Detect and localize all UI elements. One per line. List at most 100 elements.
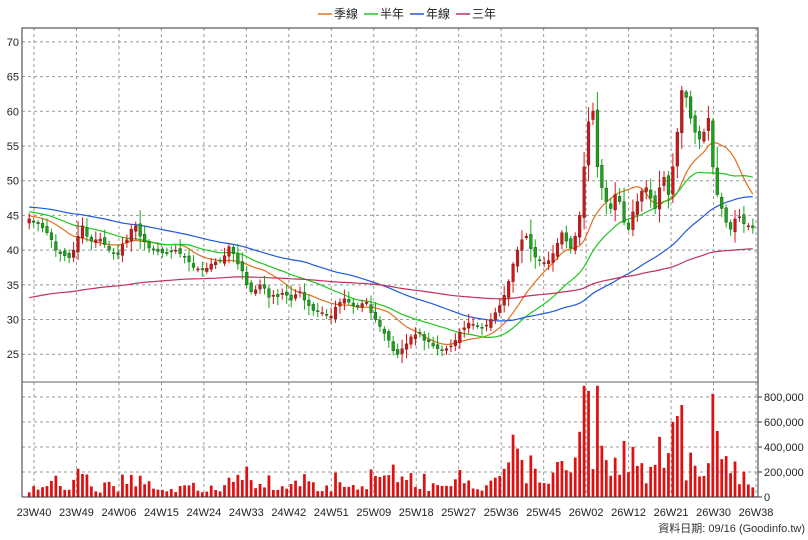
volume-bar [63, 489, 67, 497]
candle [200, 261, 204, 277]
candle [440, 345, 444, 357]
volume-bar [556, 462, 559, 497]
volume-bar [622, 440, 626, 497]
candle [76, 220, 80, 261]
volume-bar [658, 436, 661, 497]
volume-bar [635, 465, 639, 497]
price-tick-label: 25 [7, 349, 19, 361]
candle [347, 291, 351, 306]
candle [498, 298, 502, 317]
volume-axis: 0 200,000 400,000 600,000 800,000 [758, 392, 804, 504]
volume-bar [245, 466, 249, 497]
candle [586, 107, 591, 182]
volume-bar [280, 486, 284, 497]
candle [649, 178, 653, 208]
volume-tick-label: 800,000 [764, 392, 804, 404]
candle [640, 188, 644, 212]
candle [400, 339, 404, 364]
volume-bar [67, 489, 71, 497]
candle [706, 105, 710, 141]
volume-bar [94, 491, 98, 497]
candle [218, 257, 222, 264]
candle [254, 285, 258, 296]
volume-bar [600, 445, 604, 497]
candle [262, 275, 267, 295]
volume-bar [751, 487, 755, 497]
candle [644, 180, 648, 200]
volume-bar [476, 489, 479, 497]
volume-bar [493, 477, 497, 497]
volume-bar [378, 476, 382, 497]
candle [418, 328, 422, 338]
volume-bar [440, 485, 444, 497]
candle [165, 247, 169, 257]
volume-bar [236, 474, 240, 497]
legend-item: 季線 [318, 6, 358, 21]
volume-bar [387, 475, 391, 497]
candle [715, 147, 719, 197]
legend-label: 季線 [334, 6, 358, 21]
volume-bar [485, 485, 488, 497]
volume-bar [613, 457, 617, 497]
price-tick-label: 40 [7, 245, 19, 257]
volume-bar [520, 460, 524, 497]
candle [289, 284, 293, 308]
volume-bar [152, 488, 155, 497]
candle [697, 125, 702, 150]
volume-bar [644, 483, 648, 497]
candle [742, 205, 746, 233]
time-tick-label: 25W18 [399, 507, 434, 519]
candle [733, 209, 737, 243]
time-tick-label: 26W38 [739, 507, 774, 519]
volume-bar [738, 484, 741, 497]
time-tick-label: 25W27 [441, 507, 476, 519]
candle [675, 127, 679, 179]
volume-bar [445, 485, 448, 497]
candle [547, 251, 551, 271]
candle [502, 286, 506, 313]
volume-tick-label: 200,000 [764, 467, 804, 479]
candle [240, 252, 244, 280]
candle [529, 219, 533, 262]
candle [458, 328, 462, 349]
candle [267, 285, 271, 309]
candle [67, 249, 71, 264]
volume-bar [98, 492, 102, 497]
candle [475, 322, 480, 329]
chart-frame [21, 27, 759, 498]
price-tick-label: 35 [7, 280, 19, 292]
volume-tick-label: 400,000 [764, 442, 804, 454]
volume-bar [258, 483, 262, 497]
candle [45, 218, 49, 236]
volume-bar [684, 480, 688, 497]
candle [671, 153, 675, 203]
volume-bar [400, 476, 404, 497]
candle [36, 219, 40, 232]
volume-bar [76, 468, 80, 497]
candle [342, 289, 346, 311]
volume-bar [458, 470, 462, 497]
volume-bar [480, 490, 484, 497]
candle [174, 245, 178, 254]
data-date-footer: 資料日期: 09/16 (Goodinfo.tw) [658, 521, 805, 535]
candle [533, 239, 537, 269]
time-tick-label: 23W40 [17, 507, 52, 519]
volume-bar [298, 486, 302, 497]
candle [396, 343, 400, 359]
candle [183, 253, 187, 264]
candle [49, 228, 53, 248]
volume-bar [232, 481, 235, 497]
volume-bar [667, 453, 670, 497]
volume-bar [240, 480, 244, 497]
candle [178, 239, 182, 258]
volume-bar [560, 461, 564, 497]
candle [538, 255, 542, 267]
candle [560, 230, 564, 250]
volume-bar [542, 483, 546, 497]
candle [626, 218, 631, 232]
volume-bar [107, 481, 111, 497]
volume-bar [218, 491, 222, 497]
candle [471, 316, 475, 330]
volume-bar [267, 475, 271, 497]
volume-bar [192, 482, 195, 497]
